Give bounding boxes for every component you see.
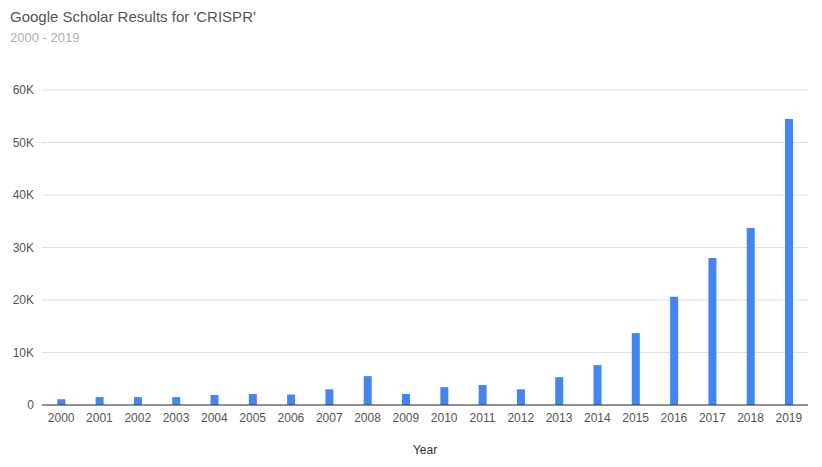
svg-text:10K: 10K — [13, 346, 34, 360]
svg-text:0: 0 — [27, 398, 34, 412]
svg-text:2002: 2002 — [124, 411, 151, 425]
svg-text:2004: 2004 — [201, 411, 228, 425]
html-text:2000 - 2019: 2000 - 2019 — [10, 30, 80, 45]
html-text:Year: Year — [412, 443, 438, 457]
svg-text:60K: 60K — [13, 83, 34, 97]
svg-text:2010: 2010 — [431, 411, 458, 425]
svg-text:30K: 30K — [13, 241, 34, 255]
svg-text:2000: 2000 — [48, 411, 75, 425]
svg-text:2012: 2012 — [507, 411, 534, 425]
svg-text:2006: 2006 — [278, 411, 305, 425]
svg-text:40K: 40K — [13, 188, 34, 202]
svg-text:2007: 2007 — [316, 411, 343, 425]
svg-text:2008: 2008 — [354, 411, 381, 425]
svg-text:2018: 2018 — [737, 411, 764, 425]
svg-text:2003: 2003 — [163, 411, 190, 425]
svg-text:2005: 2005 — [239, 411, 266, 425]
svg-text:2011: 2011 — [470, 411, 496, 425]
svg-text:2013: 2013 — [546, 411, 573, 425]
svg-text:2001: 2001 — [86, 411, 113, 425]
svg-text:2017: 2017 — [699, 411, 726, 425]
html-text:Google Scholar Results for 'CR: Google Scholar Results for 'CRISPR' — [10, 8, 256, 25]
svg-text:2015: 2015 — [622, 411, 649, 425]
svg-text:2014: 2014 — [584, 411, 611, 425]
svg-text:2009: 2009 — [392, 411, 419, 425]
svg-text:2016: 2016 — [661, 411, 688, 425]
svg-text:2019: 2019 — [775, 411, 802, 425]
svg-text:50K: 50K — [13, 136, 34, 150]
svg-text:20K: 20K — [13, 293, 34, 307]
